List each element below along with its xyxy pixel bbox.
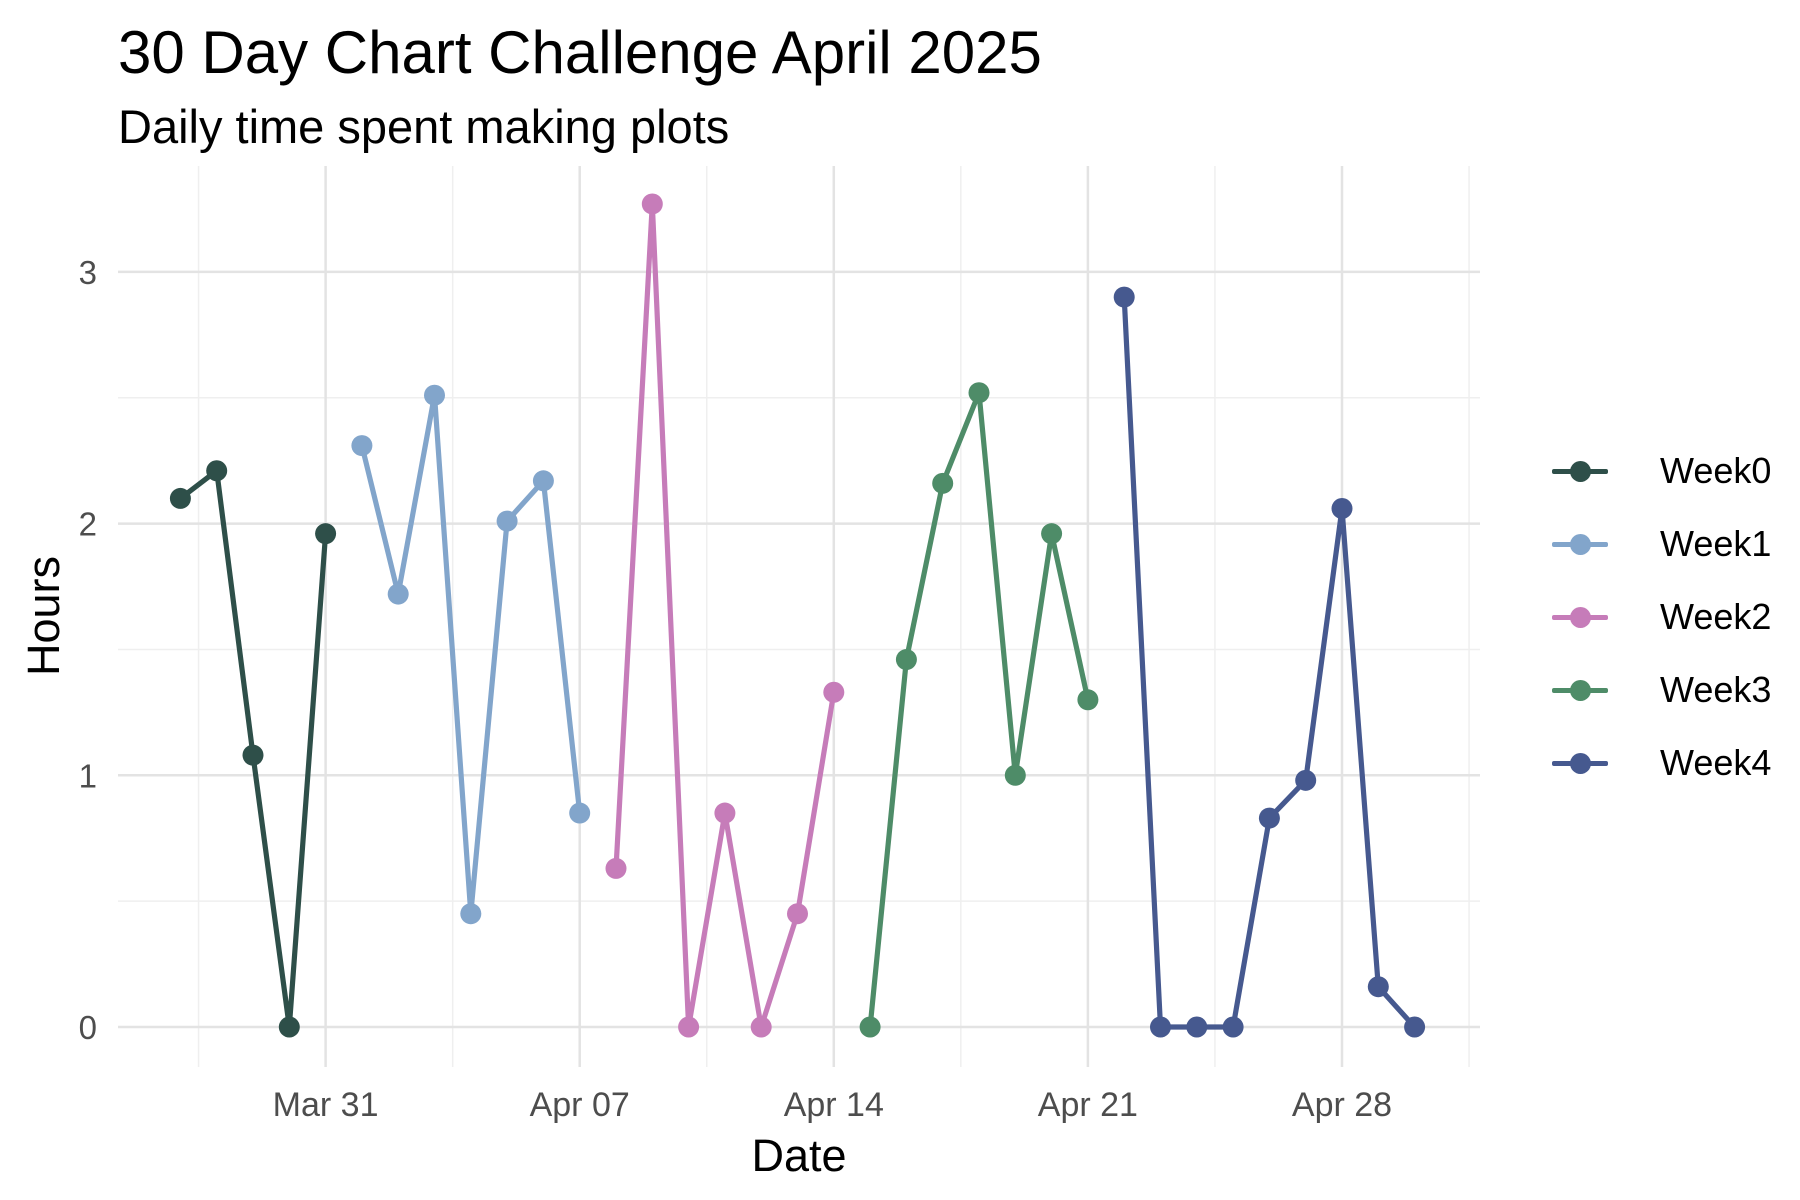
chart-title: 30 Day Chart Challenge April 2025 xyxy=(118,19,1042,86)
legend-item-week4: Week4 xyxy=(1550,733,1771,793)
data-point-week2 xyxy=(787,903,808,925)
legend: Week0 Week1 Week2 Week3 Week4 xyxy=(1550,0,1800,1200)
legend-key-icon xyxy=(1550,660,1610,720)
x-tick-label: Apr 28 xyxy=(1292,1086,1392,1124)
data-point-week1 xyxy=(387,583,409,605)
data-point-week4 xyxy=(1367,976,1389,998)
y-tick-label: 1 xyxy=(79,757,97,794)
data-point-week2 xyxy=(714,802,736,824)
data-point-week4 xyxy=(1186,1016,1208,1038)
data-point-week2 xyxy=(750,1016,772,1038)
data-point-week1 xyxy=(532,470,554,492)
data-point-week1 xyxy=(424,384,445,406)
legend-key-dot xyxy=(1569,606,1591,628)
data-point-week2 xyxy=(605,857,627,879)
x-axis-title: Date xyxy=(751,1130,847,1181)
legend-label: Week4 xyxy=(1660,742,1772,783)
data-point-week4 xyxy=(1150,1016,1171,1038)
y-axis-title: Hours xyxy=(18,555,69,677)
panel-background xyxy=(118,166,1480,1067)
data-point-week2 xyxy=(641,193,663,215)
x-tick-label: Apr 07 xyxy=(530,1086,630,1124)
data-point-week4 xyxy=(1404,1016,1426,1038)
data-point-week3 xyxy=(859,1016,881,1038)
legend-key-dot xyxy=(1569,679,1591,701)
data-point-week4 xyxy=(1258,807,1280,829)
legend-key-icon xyxy=(1550,587,1610,647)
y-tick-label: 2 xyxy=(79,506,97,543)
legend-key-dot xyxy=(1569,533,1591,555)
legend-item-week3: Week3 xyxy=(1550,660,1771,720)
legend-key-dot xyxy=(1569,752,1591,774)
data-point-week3 xyxy=(895,649,917,671)
data-point-week3 xyxy=(1041,523,1063,545)
y-tick-label: 3 xyxy=(79,254,97,291)
y-tick-label: 0 xyxy=(79,1009,97,1046)
data-point-week1 xyxy=(351,435,373,457)
legend-label: Week1 xyxy=(1660,523,1772,564)
chart-subtitle: Daily time spent making plots xyxy=(118,100,730,153)
legend-key-icon xyxy=(1550,514,1610,574)
data-point-week4 xyxy=(1113,286,1135,308)
legend-item-week0: Week0 xyxy=(1550,441,1771,501)
legend-key-icon xyxy=(1550,733,1610,793)
data-point-week0 xyxy=(169,487,191,509)
data-point-week4 xyxy=(1295,769,1317,791)
data-point-week3 xyxy=(1004,764,1026,786)
data-point-week4 xyxy=(1222,1016,1244,1038)
x-tick-label: Mar 31 xyxy=(273,1086,379,1124)
legend-key-dot xyxy=(1569,460,1591,482)
data-point-week3 xyxy=(1077,689,1099,711)
legend-label: Week2 xyxy=(1660,596,1772,637)
data-point-week4 xyxy=(1331,497,1353,519)
data-point-week2 xyxy=(823,681,845,703)
data-point-week1 xyxy=(569,802,591,824)
data-point-week1 xyxy=(460,903,482,925)
x-tick-label: Apr 14 xyxy=(784,1086,884,1124)
legend-item-week2: Week2 xyxy=(1550,587,1771,647)
data-point-week0 xyxy=(242,744,264,766)
data-point-week3 xyxy=(968,382,990,404)
legend-label: Week0 xyxy=(1660,450,1772,491)
data-point-week2 xyxy=(678,1016,700,1038)
data-point-week0 xyxy=(206,460,228,482)
x-tick-label: Apr 21 xyxy=(1038,1086,1138,1124)
legend-label: Week3 xyxy=(1660,669,1772,710)
data-point-week1 xyxy=(496,510,518,532)
legend-item-week1: Week1 xyxy=(1550,514,1771,574)
legend-key-icon xyxy=(1550,441,1610,501)
data-point-week0 xyxy=(315,523,337,545)
data-point-week3 xyxy=(932,472,954,494)
data-point-week0 xyxy=(278,1016,300,1038)
